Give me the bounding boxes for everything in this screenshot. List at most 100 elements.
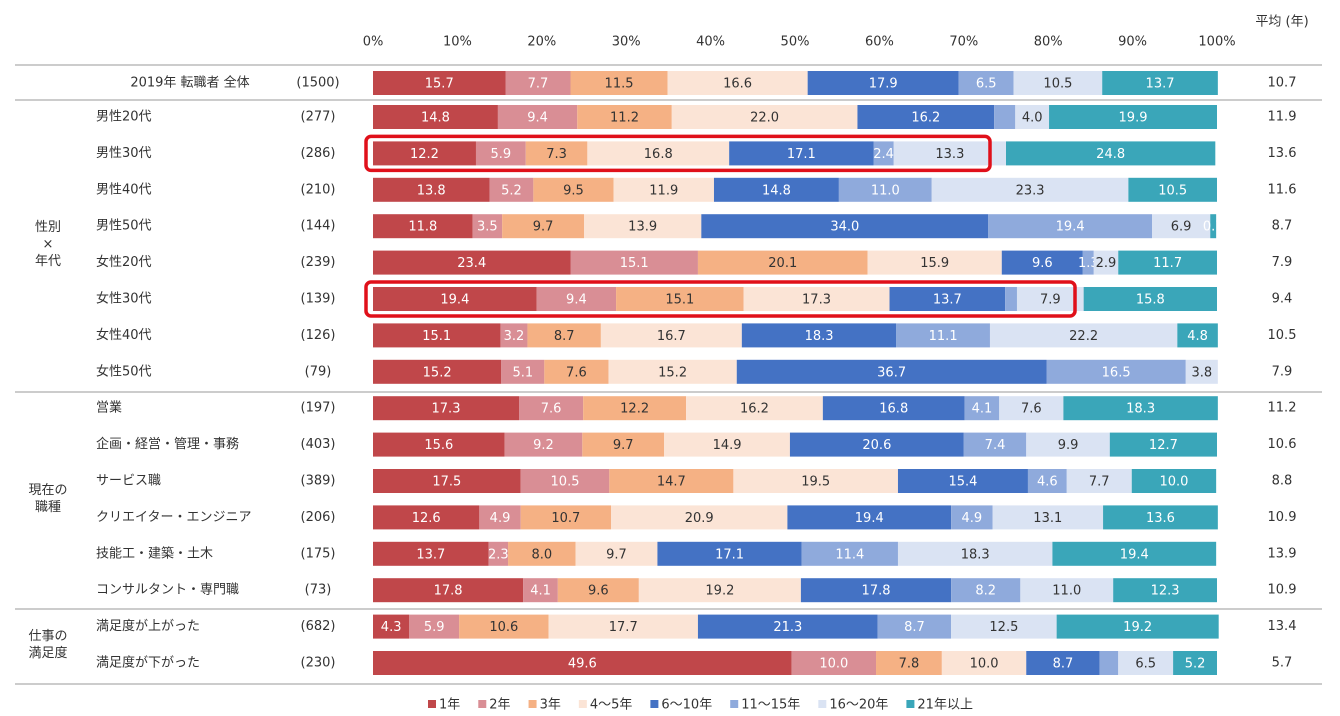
value-label: 12.2 [620,402,649,417]
sample-size: (1500) [296,76,339,91]
value-label: 15.9 [920,256,949,271]
value-label: 9.6 [588,584,609,599]
value-label: 36.7 [877,365,906,380]
group-label: 仕事の [28,629,67,644]
bar-segment [743,287,890,311]
value-label: 7.9 [1040,293,1061,308]
bar-segment [667,71,808,95]
bar-segment [373,505,480,530]
value-label: 1.3 [1078,256,1099,271]
bar-segment [373,396,520,421]
bar-segment [557,578,639,603]
value-label: 16.5 [1102,365,1131,380]
value-label: 10.0 [819,657,848,672]
value-label: 10.0 [1159,475,1188,490]
average: 11.9 [1268,110,1297,125]
bar-segment [502,214,584,239]
value-label: 15.1 [620,256,649,271]
value-label: 7.6 [566,365,587,380]
bar-segment [1093,250,1119,275]
bar-segment [609,469,734,493]
row-label: 女性40代 [96,327,152,343]
bar-segment [525,141,588,166]
value-label: 2.9 [1096,256,1117,271]
value-label: 9.7 [606,547,627,562]
bar-segment [1177,323,1218,348]
average: 11.6 [1268,182,1297,197]
bar-segment [497,105,578,129]
value-label: 9.7 [613,438,634,453]
value-label: 12.3 [1151,584,1180,599]
bar-segment [575,541,658,566]
row-label: 女性20代 [96,254,152,270]
bar-segment [373,432,505,457]
bar-segment [520,505,612,530]
value-label: 5.9 [491,147,512,162]
row-label: 男性20代 [96,110,152,125]
bar-segment [373,287,537,311]
bar-segment [373,651,792,675]
bar-segment [729,141,874,166]
bar-segment [1128,177,1217,202]
sample-size: (144) [301,219,336,234]
legend-swatch [528,700,537,708]
value-label: 17.1 [787,147,816,162]
bar-segment [800,578,952,603]
value-label: 10.5 [1158,183,1187,198]
value-label: 7.4 [985,438,1006,453]
average: 7.9 [1272,255,1293,270]
bar-segment [964,396,1000,421]
legend-label: 6～10年 [661,698,712,713]
group-label: 職種 [35,499,61,515]
row-label: 男性40代 [96,182,152,197]
value-label: 11.4 [835,547,864,562]
row-label: コンサルタント・専門職 [96,583,239,598]
value-label: 6.9 [1171,220,1192,235]
bar-segment [500,323,528,348]
bar-segment [1103,505,1218,530]
row-label: 男性30代 [96,146,152,161]
bar-segment [523,578,558,603]
value-label: 17.5 [432,475,461,490]
value-label: 2.4 [873,147,894,162]
average: 10.9 [1268,510,1297,525]
x-tick-label: 40% [696,35,725,50]
legend-swatch [818,700,827,708]
value-label: 3.2 [504,329,525,344]
value-label: 20.9 [685,511,714,526]
bar-segment [1015,105,1050,129]
bar-segment [373,614,410,639]
bar-segment [373,105,498,129]
bar-segment [459,614,549,639]
legend-swatch [578,700,587,708]
value-label: 11.5 [605,77,634,92]
sample-size: (175) [301,546,336,561]
value-label: 3.8 [1191,365,1212,380]
value-label: 11.7 [1153,256,1182,271]
value-label: 16.8 [644,147,673,162]
value-label: 5.1 [512,365,533,380]
sample-size: (403) [301,437,336,452]
avg-header: 平均 (年) [1255,15,1308,30]
value-label: 11.2 [610,111,639,126]
row-label: 2019年 転職者 全体 [130,75,249,91]
x-tick-label: 20% [527,35,556,50]
value-label: 5.9 [424,620,445,635]
value-label: 21.3 [773,620,802,635]
value-label: 5.2 [1185,657,1206,672]
bar-segment [520,469,610,493]
bar-segment [1001,250,1083,275]
value-label: 20.6 [862,438,891,453]
value-label: 20.1 [768,256,797,271]
bar-segment [570,250,698,275]
bar-segment [713,177,839,202]
sample-size: (197) [301,401,336,416]
bar-segment [508,541,576,566]
value-label: 16.6 [723,77,752,92]
value-label: 12.2 [410,147,439,162]
value-label: 9.9 [1058,438,1079,453]
value-label: 9.7 [533,220,554,235]
bar-segment [873,141,894,166]
value-label: 7.3 [546,147,567,162]
